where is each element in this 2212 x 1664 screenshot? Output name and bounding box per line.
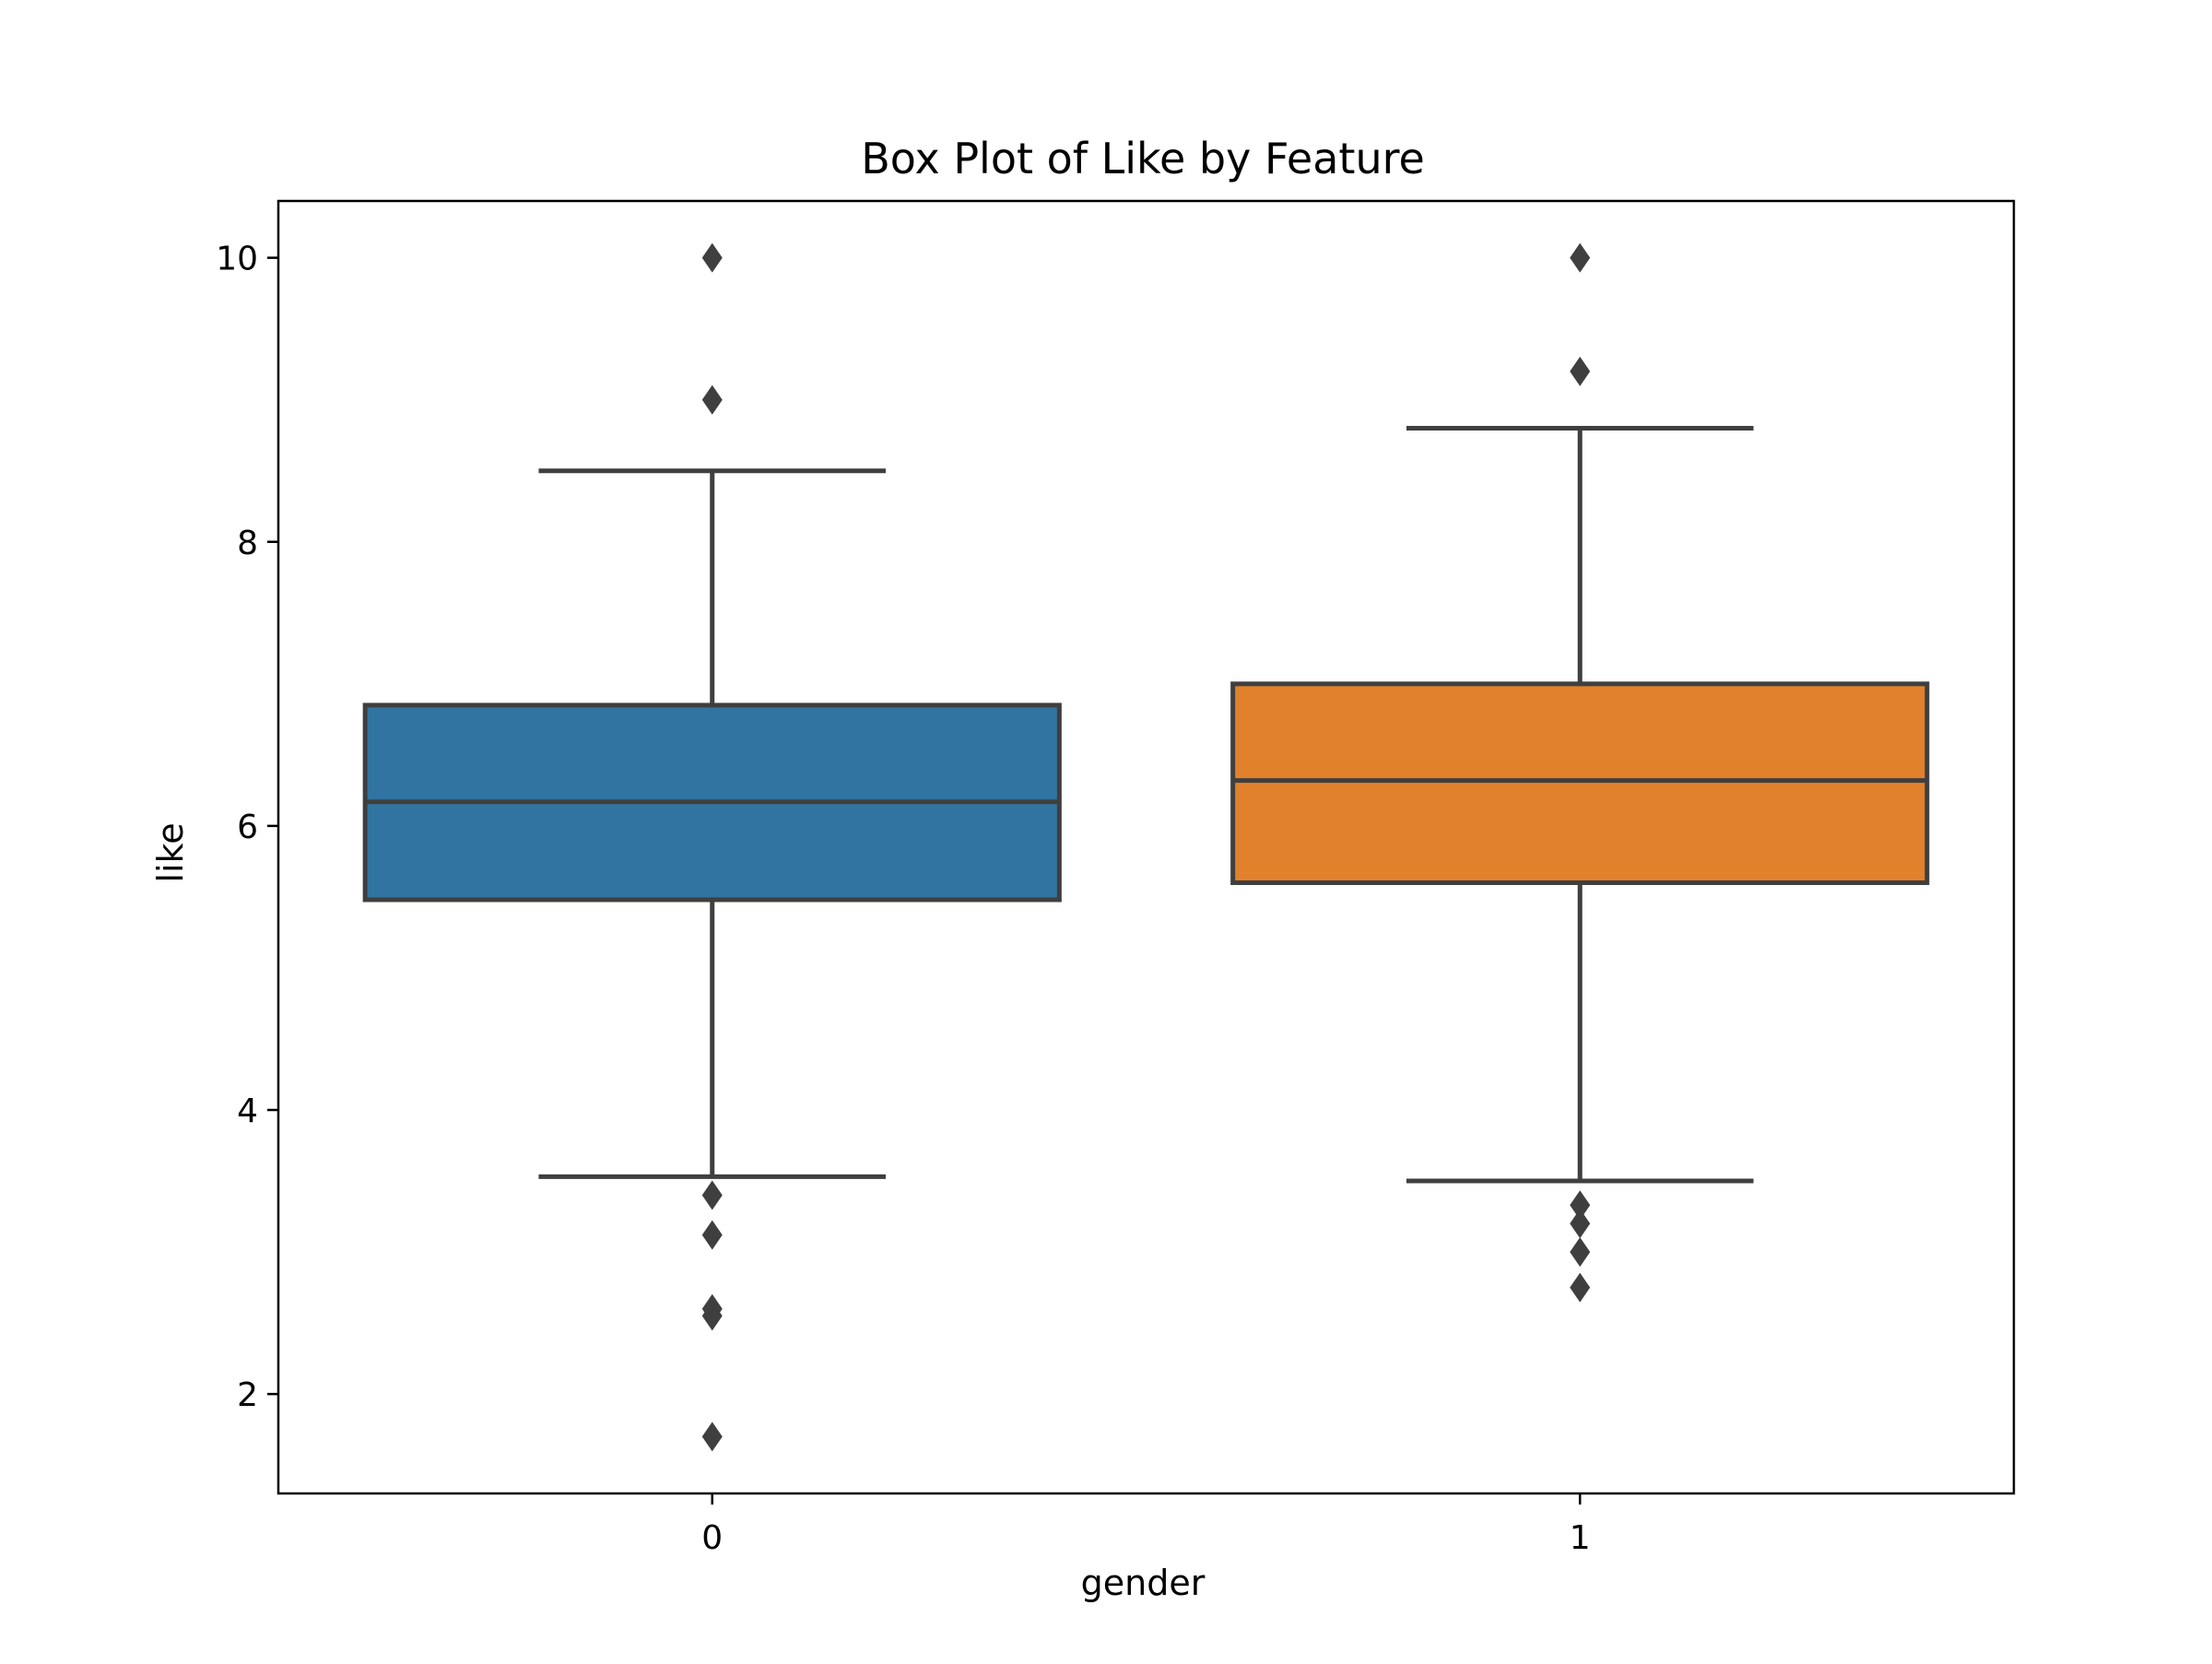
outlier-point bbox=[701, 1422, 723, 1452]
outlier-point bbox=[701, 1301, 723, 1331]
x-tick-label: 1 bbox=[1570, 1519, 1591, 1557]
outlier-point bbox=[1570, 356, 1591, 386]
outlier-point bbox=[1570, 1190, 1591, 1221]
outlier-point bbox=[701, 1180, 723, 1210]
outlier-point bbox=[701, 1220, 723, 1250]
x-tick-label: 0 bbox=[701, 1519, 723, 1557]
iqr-box bbox=[1230, 681, 1930, 886]
axes-frame bbox=[276, 199, 2016, 1495]
plot-area bbox=[362, 242, 1930, 1452]
y-tick-label: 4 bbox=[237, 1092, 258, 1130]
outlier-point bbox=[1570, 1237, 1591, 1268]
y-tick-label: 10 bbox=[216, 241, 258, 278]
outlier-point bbox=[701, 384, 723, 415]
y-axis-label: like bbox=[150, 822, 191, 882]
y-tick-label: 6 bbox=[237, 808, 258, 846]
x-axis-label: gender bbox=[1081, 1563, 1206, 1603]
outlier-point bbox=[1570, 242, 1591, 273]
outlier-point bbox=[1570, 1209, 1591, 1239]
y-tick-label: 8 bbox=[237, 525, 258, 562]
y-tick-label: 2 bbox=[237, 1376, 258, 1414]
box-group-1 bbox=[1230, 242, 1930, 1303]
outlier-point bbox=[701, 242, 723, 273]
box-group-0 bbox=[362, 242, 1062, 1452]
outlier-point bbox=[1570, 1272, 1591, 1303]
chart-title: Box Plot of Like by Feature bbox=[861, 134, 1425, 183]
axes: 2 4 6 8 10 0 1 bbox=[216, 199, 2016, 1557]
